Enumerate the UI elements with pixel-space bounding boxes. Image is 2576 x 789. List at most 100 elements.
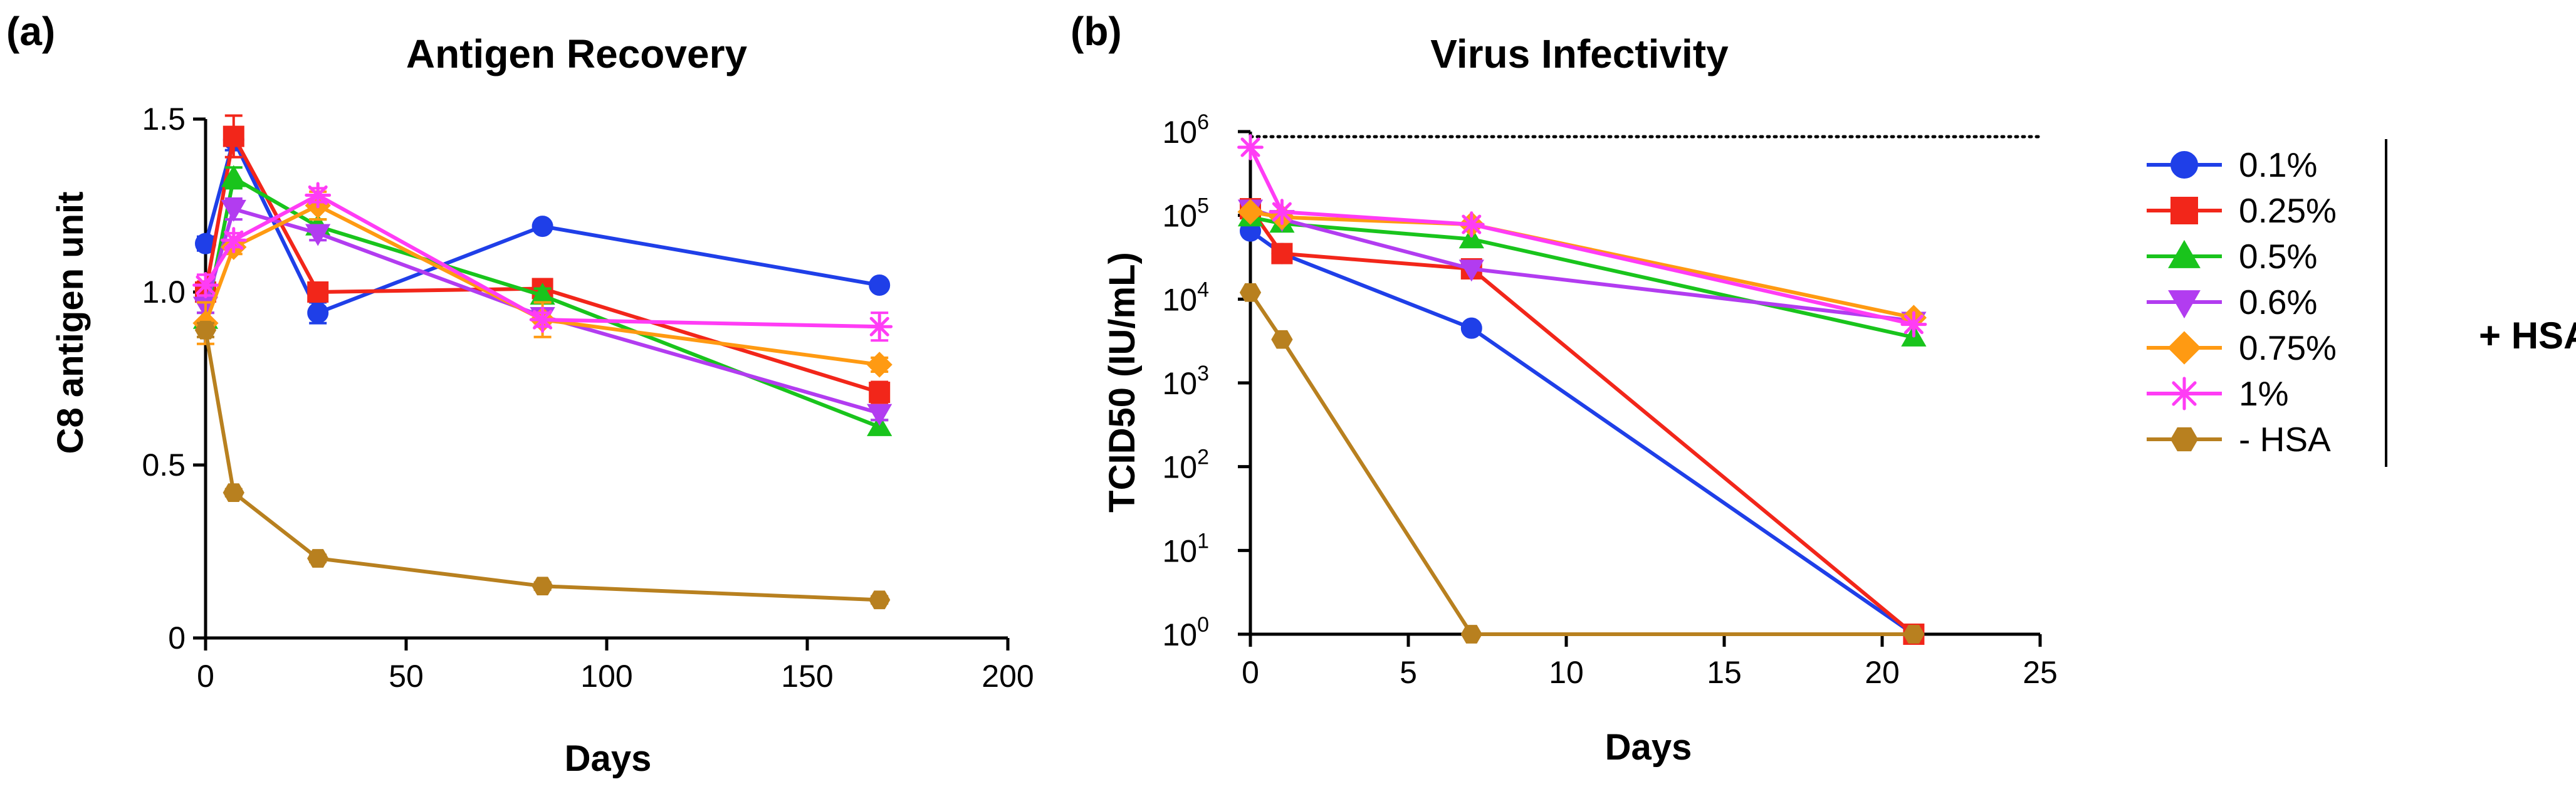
panel-a-series [192,182,893,342]
legend-label: 1% [2239,374,2289,413]
legend-item: - HSA [2147,420,2331,459]
panel-a-ytick-label: 1.0 [142,274,186,310]
panel-b-xtick-label: 15 [1707,655,1742,690]
panel-a-data-point [220,227,247,254]
panel-b-ytick-label: 100 [1162,613,1209,652]
panel-b-letter: (b) [1071,9,1122,54]
panel-b-series-line [1249,229,1915,636]
panel-a-letter: (a) [6,9,55,54]
panel-a-ytick-label: 1.5 [142,102,186,137]
panel-a-ylabel: C8 antigen unit [50,192,91,454]
panel-b-plot: 0 5 10 15 20 25 100 101 102 103 104 105 106 [1162,110,2057,690]
panel-b-xtick-label: 25 [2023,655,2058,690]
panel-a-data-point [307,281,329,303]
legend-item: 1% [2147,374,2289,413]
legend: 0.1% 0.25% 0.5% 0.6% 0.75% 1% - HSA [2147,139,2387,467]
panel-b-data-point [1460,625,1482,644]
panel-a-data-point [307,549,329,568]
legend-hsa-label: + HSA [2479,315,2576,357]
legend-label: 0.5% [2239,237,2317,276]
panel-b-ytick-label: 106 [1162,110,1209,150]
panel-b-data-point [1271,243,1293,264]
panel-a-data-point [305,224,331,246]
legend-label: 0.25% [2239,191,2337,230]
legend-marker [2170,427,2199,452]
panel-b-series [1237,134,1927,338]
panel-b-data-point [1458,226,1484,249]
panel-a-plot: 0 50 100 150 200 0 0.5 1.0 1.5 [142,102,1034,694]
panel-b-ytick-label: 104 [1162,278,1209,317]
panel-a-data-point [867,404,893,426]
panel-b-ylabel: TCID50 (IU/mL) [1102,252,1143,513]
panel-a-data-point [869,274,891,296]
panel-b-data-point [1458,259,1484,282]
legend-item: 0.1% [2147,145,2317,184]
panel-b-xlabel: Days [1605,727,1692,768]
panel-b-ytick-label: 103 [1162,362,1209,401]
panel-b-series-line [1250,210,1915,320]
panel-b-data-point [1269,199,1296,226]
panel-a-data-point [869,382,891,404]
legend-marker [2167,377,2201,410]
panel-a-data-point [223,125,244,147]
legend-label: 0.75% [2239,328,2337,367]
panel-a-series [195,114,891,404]
panel-b-series-line [1249,291,1914,636]
panel-a-data-point [866,313,893,340]
panel-b-series-line [1250,215,1915,340]
legend-item: 0.75% [2147,328,2337,367]
panel-b-series [1239,283,1925,644]
panel-b-xtick-label: 20 [1865,655,1900,690]
legend-label: - HSA [2239,420,2331,459]
panel-b-data-point [1237,199,1264,225]
panel-a-xtick-label: 0 [197,659,214,694]
panel-a-title: Antigen Recovery [406,31,748,76]
panel-a-xlabel: Days [565,738,652,779]
panel-a-xtick-label: 150 [781,659,833,694]
panel-a-series-line [204,134,881,394]
panel-a-data-point [221,165,246,187]
panel-a-data-point [869,590,891,610]
legend-item: 0.6% [2147,283,2317,321]
panel-b-xtick-label: 5 [1400,655,1417,690]
legend-marker [2168,290,2201,319]
panel-a-ytick-label: 0.5 [142,447,186,483]
panel-b-data-point [1900,311,1927,338]
panel-a-data-point [223,483,244,503]
panel-a-xtick-label: 100 [580,659,632,694]
panel-a-series-line [204,330,880,602]
panel-b-ytick-label: 105 [1162,194,1209,234]
panel-b-ytick-label: 102 [1162,446,1209,485]
panel-b-series-line [1249,146,1915,327]
panel-a-data-point [866,352,893,378]
panel-a-data-point [192,272,219,298]
legend-marker [2170,197,2198,224]
panel-a-series [194,320,891,610]
panel-b-data-point [1271,330,1293,349]
legend-marker [2168,239,2201,268]
panel-a-data-point [307,302,329,324]
legend-label: 0.6% [2239,283,2317,321]
panel-a-data-point [529,306,556,333]
panel-b-data-point [1239,283,1262,302]
panel-b-series-line [1249,207,1915,636]
panel-b-data-point [1237,134,1264,160]
panel-a-xtick-label: 200 [982,659,1034,694]
legend-item: 0.25% [2147,191,2337,230]
panel-b-ytick-label: 101 [1162,529,1209,568]
panel-a-ytick-label: 0 [168,620,186,656]
legend-marker [2167,331,2201,365]
legend-marker [2170,151,2198,179]
panel-b-xtick-label: 10 [1549,655,1584,690]
panel-b-xtick-label: 0 [1242,655,1259,690]
panel-a-data-point [221,199,246,222]
panel-b-data-point [1903,625,1925,644]
panel-b-data-point [1458,211,1485,238]
panel-a-xtick-label: 50 [389,659,424,694]
panel-a-data-point [531,216,553,238]
panel-a-data-point [305,182,332,209]
panel-b-data-point [1460,317,1482,339]
panel-a-data-point [194,320,217,340]
legend-label: 0.1% [2239,145,2317,184]
